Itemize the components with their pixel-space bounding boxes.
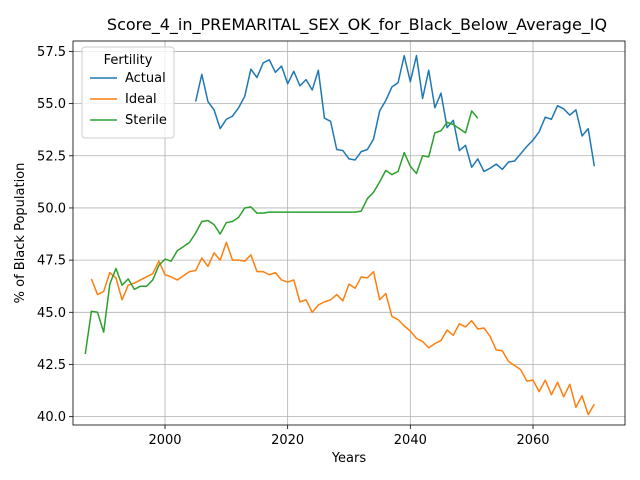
legend-box: [81, 46, 175, 139]
y-tick-label: 57.5: [37, 45, 66, 60]
legend-label-ideal: Ideal: [125, 92, 157, 107]
series-line-ideal: [90, 241, 595, 416]
x-tick-label: 2020: [271, 433, 304, 448]
y-tick-label: 47.5: [37, 254, 66, 269]
legend-label-sterile: Sterile: [125, 113, 167, 128]
legend: Fertility Actual Ideal Sterile: [81, 46, 175, 139]
y-tick-label: 50.0: [37, 201, 66, 216]
y-tick-label: 55.0: [37, 97, 66, 112]
x-tick-label: 2000: [148, 433, 181, 448]
series-line-sterile: [84, 110, 479, 355]
series-lines: [84, 54, 596, 416]
y-tick-label: 45.0: [37, 306, 66, 321]
chart-title: Score_4_in_PREMARITAL_SEX_OK_for_Black_B…: [107, 15, 607, 35]
x-tick-label: 2060: [516, 433, 549, 448]
y-tick-label: 52.5: [37, 149, 66, 164]
plot-frame: [72, 40, 626, 426]
axis-ticks: 2000 2020 2040 2060 40.0 42.5 45.0 47.5 50.0 52.5…: [37, 45, 550, 448]
series-line-actual: [194, 54, 596, 173]
legend-label-actual: Actual: [125, 71, 166, 86]
x-axis-label: Years: [331, 451, 367, 466]
x-tick-label: 2040: [394, 433, 427, 448]
y-axis-label: % of Black Population: [13, 163, 28, 304]
y-tick-label: 42.5: [37, 358, 66, 373]
y-tick-label: 40.0: [37, 410, 66, 425]
legend-title: Fertility: [104, 53, 153, 68]
